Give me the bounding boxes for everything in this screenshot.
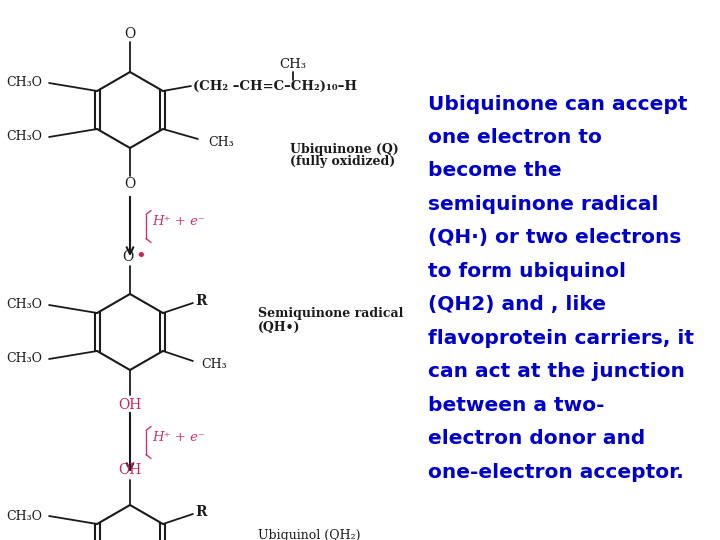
Text: to form ubiquinol: to form ubiquinol [428, 262, 626, 281]
Text: between a two-: between a two- [428, 396, 605, 415]
Text: Ubiquinone can accept: Ubiquinone can accept [428, 94, 688, 113]
Text: Ubiquinol (QH₂): Ubiquinol (QH₂) [258, 529, 361, 540]
Text: become the: become the [428, 161, 562, 180]
Text: can act at the junction: can act at the junction [428, 362, 685, 381]
Text: O: O [125, 27, 135, 41]
Text: CH₃O: CH₃O [6, 131, 42, 144]
Text: CH₃: CH₃ [208, 136, 233, 148]
Text: (QH·) or two electrons: (QH·) or two electrons [428, 228, 682, 247]
Text: one-electron acceptor.: one-electron acceptor. [428, 463, 684, 482]
Text: OH: OH [118, 463, 142, 477]
Text: •: • [135, 248, 146, 266]
Text: Ubiquinone (Q): Ubiquinone (Q) [290, 144, 399, 157]
Text: H⁺ + e⁻: H⁺ + e⁻ [152, 431, 205, 444]
Text: CH₃O: CH₃O [6, 299, 42, 312]
Text: semiquinone radical: semiquinone radical [428, 195, 659, 214]
Text: O: O [122, 250, 134, 264]
Text: R: R [195, 294, 207, 308]
Text: O: O [125, 177, 135, 191]
Text: one electron to: one electron to [428, 128, 602, 147]
Text: CH₃: CH₃ [201, 357, 227, 370]
Text: OH: OH [118, 398, 142, 412]
Text: Semiquinone radical: Semiquinone radical [258, 307, 403, 321]
Text: (fully oxidized): (fully oxidized) [290, 156, 395, 168]
Text: CH₃O: CH₃O [6, 77, 42, 90]
Text: (CH₂ –CH=C–CH₂)₁₀–H: (CH₂ –CH=C–CH₂)₁₀–H [193, 79, 357, 92]
Text: CH₃O: CH₃O [6, 353, 42, 366]
Text: R: R [195, 505, 207, 519]
Text: (QH•): (QH•) [258, 321, 300, 334]
Text: CH₃O: CH₃O [6, 510, 42, 523]
Text: CH₃: CH₃ [279, 57, 307, 71]
Text: H⁺ + e⁻: H⁺ + e⁻ [152, 215, 205, 228]
Text: (QH2) and , like: (QH2) and , like [428, 295, 606, 314]
Text: flavoprotein carriers, it: flavoprotein carriers, it [428, 329, 694, 348]
Text: electron donor and: electron donor and [428, 429, 646, 448]
